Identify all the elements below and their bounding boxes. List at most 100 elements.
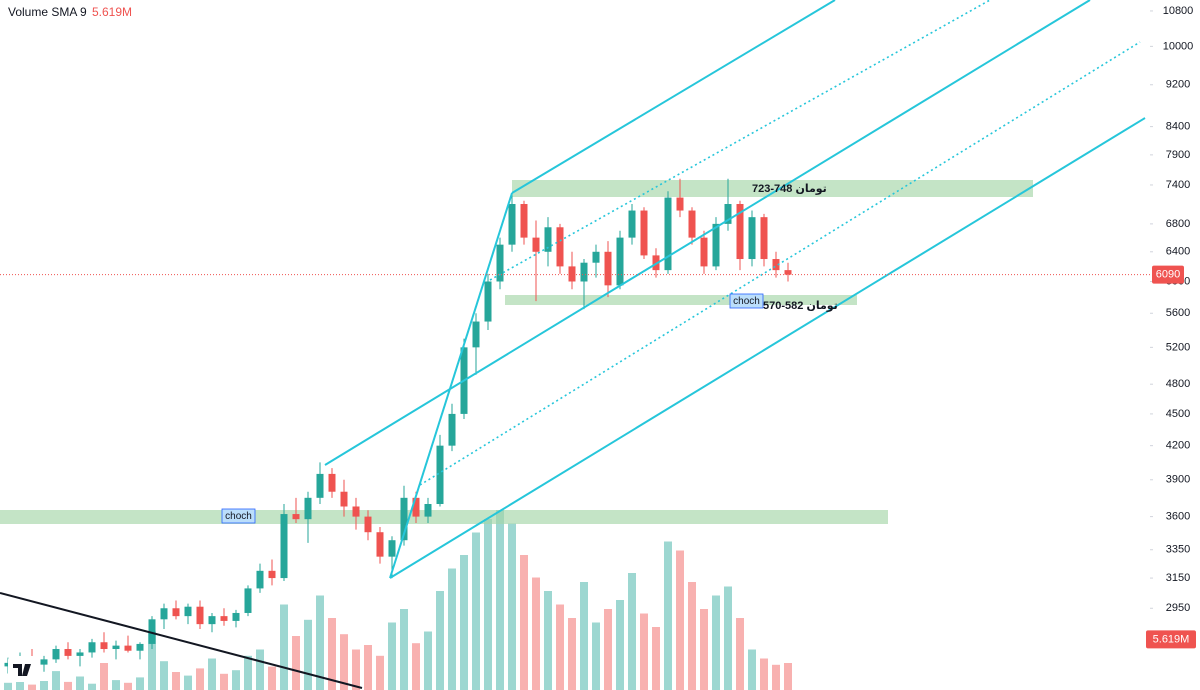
- volume-bar: [148, 631, 156, 690]
- candle-body: [616, 237, 624, 286]
- candle-body: [592, 251, 600, 263]
- volume-bar: [220, 673, 228, 690]
- volume-bar: [412, 643, 420, 690]
- volume-bar: [268, 666, 276, 690]
- candle-body: [256, 570, 264, 589]
- last-price-tag: [1152, 265, 1184, 284]
- candle-body: [448, 413, 456, 446]
- candle-body: [436, 445, 444, 504]
- volume-bar: [4, 682, 12, 690]
- volume-bar: [100, 663, 108, 690]
- candle-body: [688, 210, 696, 238]
- volume-bar: [316, 595, 324, 690]
- candle-body: [280, 514, 288, 579]
- candle-body: [316, 473, 324, 498]
- choch-box: [221, 508, 256, 524]
- volume-bar: [88, 683, 96, 690]
- resistance-zone: [512, 180, 1033, 197]
- volume-bar: [616, 600, 624, 690]
- candle-body: [604, 251, 612, 286]
- y-tick-label: 5600: [1166, 307, 1190, 319]
- volume-bar: [460, 555, 468, 690]
- candle-body: [772, 259, 780, 271]
- volume-bar: [736, 618, 744, 690]
- volume-layer: [4, 510, 792, 690]
- trendline: [0, 592, 363, 689]
- volume-bar: [28, 684, 36, 690]
- volume-bar: [40, 681, 48, 690]
- last-price-label: 6090: [1156, 269, 1180, 281]
- candle-layer: [4, 178, 792, 674]
- volume-bar: [160, 661, 168, 690]
- y-tick-label: 6800: [1166, 218, 1190, 230]
- volume-bar: [256, 649, 264, 690]
- candle-body: [160, 608, 168, 620]
- candle-body: [268, 570, 276, 579]
- candle-body: [40, 659, 48, 665]
- y-tick-label: 3350: [1166, 544, 1190, 556]
- candle-body: [244, 588, 252, 613]
- volume-bar: [748, 649, 756, 690]
- volume-bar: [244, 655, 252, 690]
- candle-body: [544, 227, 552, 252]
- candle-body: [424, 503, 432, 517]
- volume-bar: [496, 510, 504, 690]
- candle-body: [664, 197, 672, 271]
- volume-bar: [568, 618, 576, 690]
- candle-body: [124, 645, 132, 651]
- volume-bar: [124, 682, 132, 690]
- breakout-zone: [0, 510, 888, 524]
- y-tick-label: 2950: [1166, 602, 1190, 614]
- zone-label: 723-748 تومان: [752, 183, 827, 195]
- candle-body: [628, 210, 636, 238]
- candle-body: [76, 652, 84, 656]
- candle-body: [52, 649, 60, 660]
- volume-bar: [592, 622, 600, 690]
- y-tick-label: 3900: [1166, 474, 1190, 486]
- y-tick-label: 10800: [1163, 5, 1194, 17]
- volume-bar: [196, 668, 204, 690]
- candle-body: [208, 616, 216, 625]
- choch-box: [729, 293, 764, 309]
- candle-body: [64, 649, 72, 656]
- logo-mark: [13, 664, 31, 676]
- volume-bar: [436, 591, 444, 690]
- volume-bar: [508, 523, 516, 690]
- volume-bar: [400, 609, 408, 690]
- price-axis: 1080010000920084007900740068006400600056…: [1150, 0, 1200, 690]
- candle-body: [580, 262, 588, 282]
- volume-bar: [772, 664, 780, 690]
- logo-bg: [8, 656, 38, 682]
- candle-body: [88, 642, 96, 653]
- candle-body: [484, 281, 492, 322]
- y-tick-label: 8400: [1166, 121, 1190, 133]
- volume-bar: [64, 681, 72, 690]
- volume-bar: [424, 631, 432, 690]
- candle-body: [340, 491, 348, 507]
- sma-tag-label: 5.619M: [1153, 633, 1190, 645]
- y-tick-label: 6400: [1166, 246, 1190, 258]
- volume-bar: [760, 658, 768, 690]
- volume-bar: [16, 679, 24, 690]
- volume-bar: [376, 655, 384, 690]
- candle-body: [508, 204, 516, 245]
- candle-body: [100, 642, 108, 650]
- candle-body: [364, 516, 372, 533]
- volume-bar: [484, 519, 492, 690]
- candle-body: [172, 608, 180, 617]
- volume-bar: [76, 676, 84, 690]
- candle-body: [736, 204, 744, 260]
- volume-bar: [208, 658, 216, 690]
- y-tick-label: 7900: [1166, 149, 1190, 161]
- volume-bar: [664, 541, 672, 690]
- candle-body: [760, 217, 768, 260]
- volume-bar: [52, 671, 60, 690]
- volume-bar: [724, 586, 732, 690]
- candle-body: [220, 616, 228, 621]
- support-zone: [505, 295, 857, 305]
- volume-bar: [112, 680, 120, 690]
- channel-drawing: [324, 0, 1146, 579]
- channel-upper: [511, 0, 836, 194]
